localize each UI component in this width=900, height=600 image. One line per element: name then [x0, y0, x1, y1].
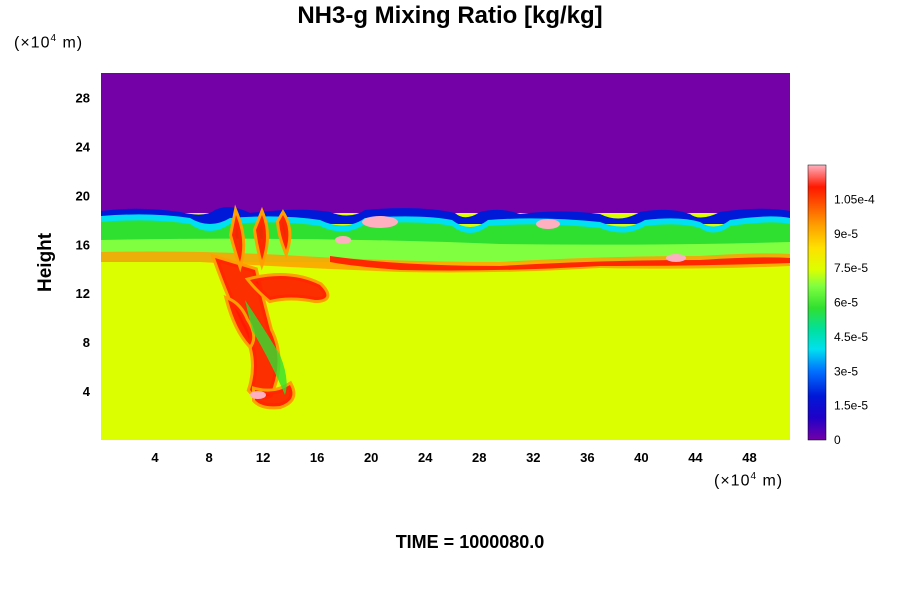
- colorbar-tick-label: 7.5e-5: [834, 261, 868, 275]
- colorbar-tick-label: 9e-5: [834, 227, 858, 241]
- field-plume-core: [232, 215, 243, 262]
- x-axis-unit: (×104 m): [714, 471, 783, 490]
- colorbar-tick-label: 4.5e-5: [834, 330, 868, 344]
- x-unit-prefix: (×10: [714, 472, 751, 490]
- x-tick-label: 44: [688, 450, 703, 465]
- x-tick-label: 48: [742, 450, 756, 465]
- field-plume-core: [250, 276, 327, 300]
- y-axis-ticks: 4 8 12 16 20 24 28: [76, 90, 91, 399]
- field-plume-core: [256, 215, 266, 260]
- x-tick-label: 12: [256, 450, 270, 465]
- chart-title: NH3-g Mixing Ratio [kg/kg]: [297, 2, 603, 29]
- colorbar-tick-label: 3e-5: [834, 364, 858, 378]
- x-tick-label: 20: [364, 450, 378, 465]
- field-plume-core: [279, 215, 289, 250]
- field-pink-highlight: [666, 254, 686, 262]
- field-upper-region: [101, 73, 790, 213]
- x-tick-label: 4: [151, 450, 159, 465]
- field-plume-core: [228, 300, 253, 345]
- colorbar-tick-label: 6e-5: [834, 296, 858, 310]
- y-tick-label: 16: [76, 237, 90, 252]
- y-unit-exponent: 4: [50, 33, 58, 44]
- field-pink-highlight: [335, 236, 351, 244]
- y-unit-prefix: (×10: [14, 34, 51, 52]
- field-orange-layer: [101, 251, 790, 273]
- colorbar-tick-label: 1.5e-5: [834, 399, 868, 413]
- y-tick-label: 8: [83, 335, 90, 350]
- x-axis-ticks: 4 8 12 16 20 24 28 32 36 40 44 48: [151, 450, 756, 465]
- field-red-layer: [330, 256, 790, 271]
- x-tick-label: 36: [580, 450, 594, 465]
- y-tick-label: 4: [83, 384, 91, 399]
- y-tick-label: 12: [76, 286, 90, 301]
- field-pink-highlight: [536, 219, 560, 229]
- x-tick-label: 32: [526, 450, 540, 465]
- x-tick-label: 24: [418, 450, 433, 465]
- heatmap-field: [101, 73, 790, 440]
- colorbar-tick-label: 0: [834, 433, 841, 447]
- x-tick-label: 40: [634, 450, 648, 465]
- field-pink-highlight: [362, 216, 398, 228]
- colorbar-tick-label: 1.05e-4: [834, 192, 875, 206]
- y-tick-label: 24: [76, 139, 91, 154]
- time-label: TIME = 1000080.0: [395, 532, 545, 552]
- x-unit-suffix: m): [757, 472, 784, 490]
- x-tick-label: 8: [205, 450, 212, 465]
- x-tick-label: 16: [310, 450, 324, 465]
- y-axis-unit: (×104 m): [14, 33, 83, 52]
- colorbar-scale: [807, 164, 827, 441]
- colorbar: 0 1.5e-5 3e-5 4.5e-5 6e-5 7.5e-5 9e-5 1.05e-4: [807, 164, 875, 447]
- y-unit-suffix: m): [57, 34, 84, 52]
- field-plume-green: [245, 300, 287, 395]
- y-tick-label: 28: [76, 90, 90, 105]
- field-pink-highlight: [250, 391, 266, 399]
- x-tick-label: 28: [472, 450, 486, 465]
- y-tick-label: 20: [76, 188, 90, 203]
- x-unit-exponent: 4: [750, 471, 758, 482]
